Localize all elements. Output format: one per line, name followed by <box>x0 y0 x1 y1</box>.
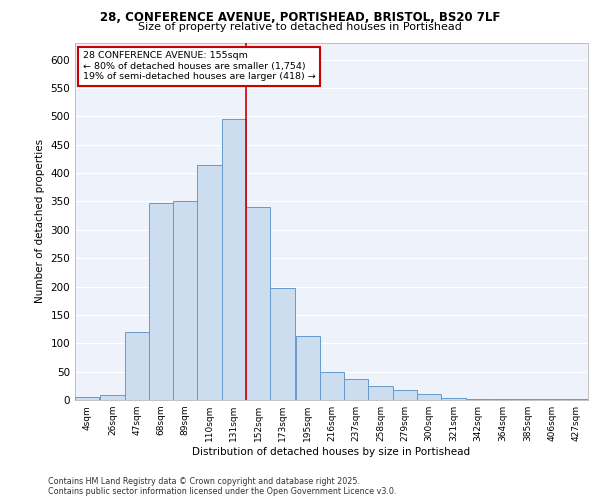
Bar <box>393 390 417 400</box>
Bar <box>197 164 222 400</box>
Bar <box>270 288 295 400</box>
Bar <box>149 202 173 400</box>
Text: Contains HM Land Registry data © Crown copyright and database right 2025.
Contai: Contains HM Land Registry data © Crown c… <box>48 476 397 496</box>
Text: Size of property relative to detached houses in Portishead: Size of property relative to detached ho… <box>138 22 462 32</box>
Bar <box>100 396 125 400</box>
Bar <box>173 202 197 400</box>
Bar <box>539 399 564 400</box>
Bar <box>441 398 466 400</box>
Bar <box>296 336 320 400</box>
Bar <box>491 399 515 400</box>
Bar <box>125 332 149 400</box>
Y-axis label: Number of detached properties: Number of detached properties <box>35 139 45 304</box>
Bar <box>344 379 368 400</box>
Bar <box>320 372 344 400</box>
Bar <box>222 119 246 400</box>
Bar <box>417 394 441 400</box>
Bar <box>246 207 270 400</box>
Text: 28 CONFERENCE AVENUE: 155sqm
← 80% of detached houses are smaller (1,754)
19% of: 28 CONFERENCE AVENUE: 155sqm ← 80% of de… <box>83 52 316 81</box>
X-axis label: Distribution of detached houses by size in Portishead: Distribution of detached houses by size … <box>193 447 470 457</box>
Bar <box>368 386 393 400</box>
Bar <box>75 397 99 400</box>
Text: 28, CONFERENCE AVENUE, PORTISHEAD, BRISTOL, BS20 7LF: 28, CONFERENCE AVENUE, PORTISHEAD, BRIST… <box>100 11 500 24</box>
